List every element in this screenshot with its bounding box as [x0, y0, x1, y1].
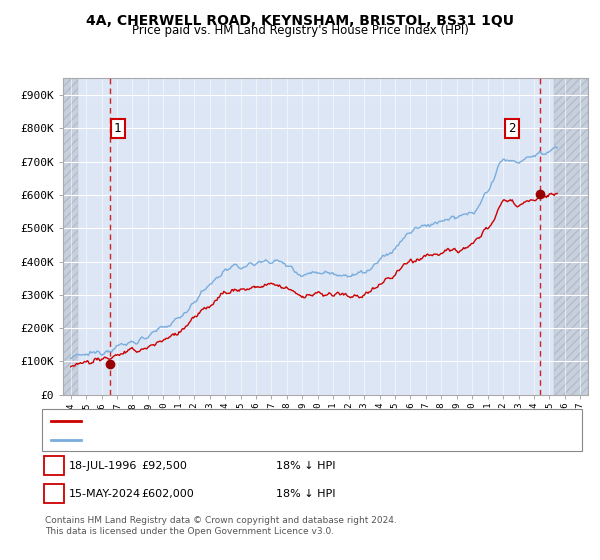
Text: 1: 1 — [50, 459, 58, 473]
Text: 18% ↓ HPI: 18% ↓ HPI — [276, 489, 335, 499]
Text: Price paid vs. HM Land Registry's House Price Index (HPI): Price paid vs. HM Land Registry's House … — [131, 24, 469, 37]
Text: 2: 2 — [50, 487, 58, 501]
Bar — [554, 78, 588, 395]
Text: 15-MAY-2024: 15-MAY-2024 — [69, 489, 141, 499]
Text: 18-JUL-1996: 18-JUL-1996 — [69, 461, 137, 471]
Text: 4A, CHERWELL ROAD, KEYNSHAM, BRISTOL, BS31 1QU: 4A, CHERWELL ROAD, KEYNSHAM, BRISTOL, BS… — [86, 14, 514, 28]
Text: Contains HM Land Registry data © Crown copyright and database right 2024.
This d: Contains HM Land Registry data © Crown c… — [45, 516, 397, 536]
Bar — [63, 78, 79, 395]
Text: 18% ↓ HPI: 18% ↓ HPI — [276, 461, 335, 471]
Text: HPI: Average price, detached house, Bath and North East Somerset: HPI: Average price, detached house, Bath… — [87, 435, 423, 445]
Text: £602,000: £602,000 — [141, 489, 194, 499]
Text: 4A, CHERWELL ROAD, KEYNSHAM, BRISTOL, BS31 1QU (detached house): 4A, CHERWELL ROAD, KEYNSHAM, BRISTOL, BS… — [87, 416, 451, 426]
Text: £92,500: £92,500 — [141, 461, 187, 471]
Text: 2: 2 — [508, 122, 515, 135]
Text: 1: 1 — [114, 122, 121, 135]
